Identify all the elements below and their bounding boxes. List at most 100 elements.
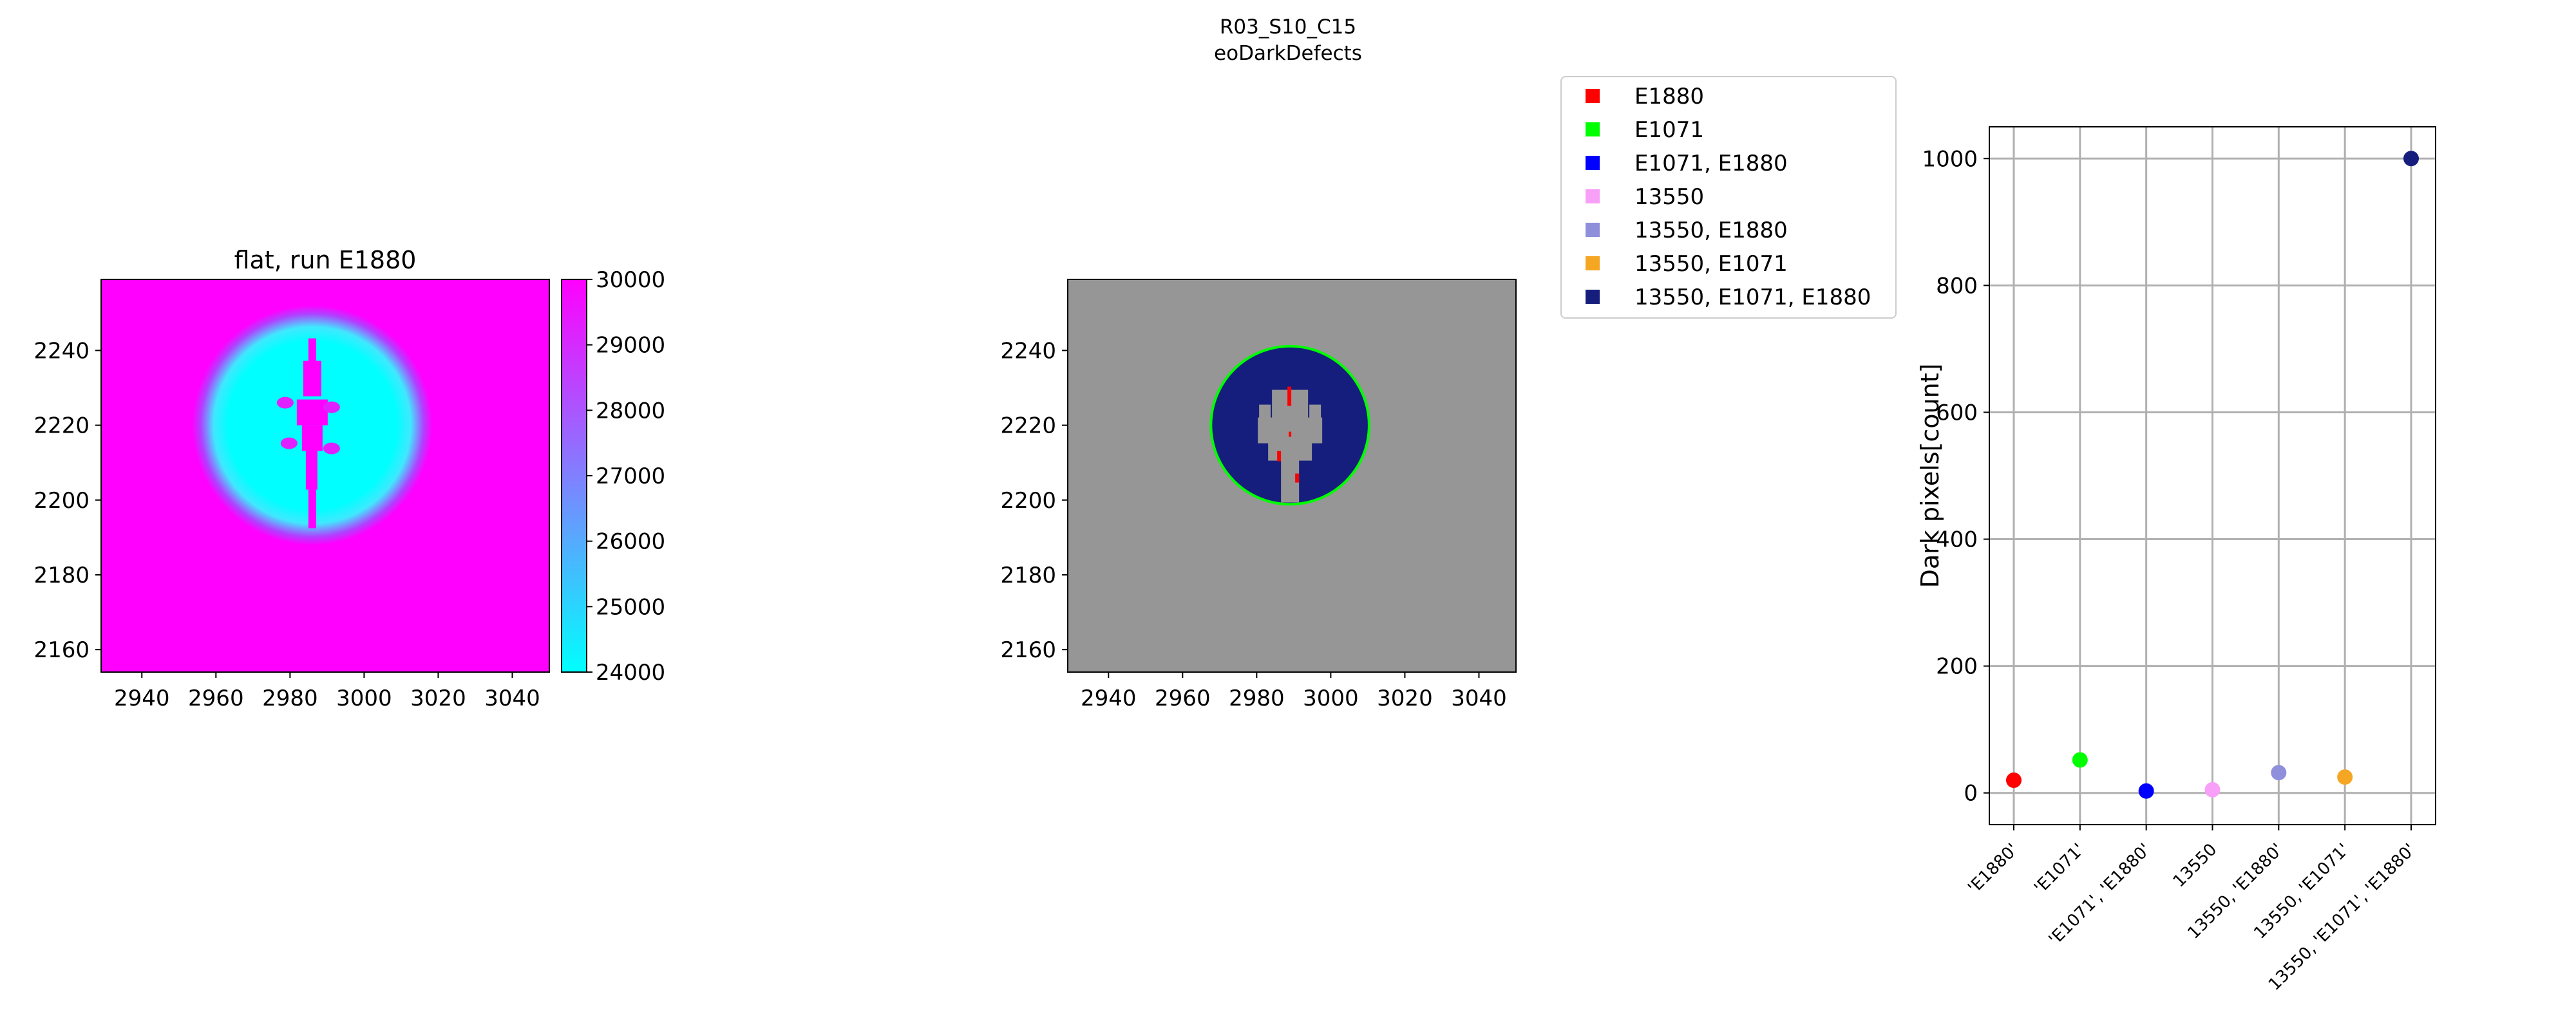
p2-y-tick-label: 2200 [1000,488,1056,514]
defect-map-y-axis: 2240 2220 2200 2180 2160 [1000,338,1068,663]
figure-title-line1: R03_S10_C15 [1220,15,1356,39]
legend-label: E1071, E1880 [1634,151,1788,176]
scatter-y-tick-label: 1000 [1922,146,1978,172]
scatter-x-tick-label: 'E1880' [1964,840,2022,898]
scatter-y-tick-label: 600 [1936,400,1978,426]
p1-y-tick-label: 2160 [33,637,90,663]
scatter-x-tick-label: 13550 [2170,840,2221,892]
p2-y-tick-label: 2220 [1000,413,1056,439]
legend-swatch [1586,189,1600,203]
legend-swatch [1586,156,1600,170]
legend-label: E1071 [1634,117,1704,143]
defect-pixel-e1880 [1277,451,1282,462]
scatter-points [2006,151,2419,799]
scatter-y-tick-label: 800 [1936,273,1978,299]
legend: E1880 E1071 E1071, E1880 13550 13550, E1880 1… [1560,76,1897,319]
defect-pixel-e1880 [1295,473,1300,483]
scatter-grid [1989,127,2436,825]
scatter-y-tick-label: 200 [1936,654,1978,680]
p2-y-tick-label: 2240 [1000,338,1056,364]
p2-x-tick-label: 3020 [1377,686,1433,711]
p2-y-tick-label: 2160 [1000,637,1056,663]
p2-x-tick-label: 2980 [1229,686,1285,711]
scatter-point [2271,765,2287,781]
legend-swatch [1586,290,1600,304]
streak-segment [308,489,316,529]
p1-x-tick-label: 3000 [336,686,392,711]
p2-y-tick-label: 2180 [1000,563,1056,588]
flat-spot [280,437,298,449]
p2-x-tick-label: 2940 [1081,686,1137,711]
p1-x-tick-label: 2940 [114,686,170,711]
scatter-y-axis: 0 200 400 600 800 1000 [1922,146,1989,807]
p1-y-tick-label: 2180 [33,563,90,588]
scatter-x-axis: 'E1880' 'E1071''E1071', 'E1880' 1355013550… [1964,825,2420,995]
scatter-y-label: Dark pixels[count] [1916,364,1944,588]
p1-x-tick-label: 3020 [410,686,466,711]
legend-label: 13550, E1880 [1634,218,1788,243]
p2-x-tick-label: 2960 [1155,686,1211,711]
p1-x-tick-label: 2980 [262,686,318,711]
legend-swatch [1586,89,1600,103]
streak-segment [301,425,323,451]
defect-map-clear-region [1309,404,1321,419]
p2-x-tick-label: 3000 [1303,686,1359,711]
p1-x-tick-label: 3040 [484,686,540,711]
scatter-y-tick-label: 0 [1964,781,1978,807]
scatter-point [2204,782,2221,798]
legend-label: 13550 [1634,184,1704,210]
colorbar-tick-label: 27000 [596,464,665,489]
p1-y-tick-label: 2220 [33,413,90,439]
defect-map-heatmap [1068,279,1516,672]
scatter-point [2072,752,2088,768]
scatter-point [2006,772,2022,789]
defect-map-x-axis: 2940 2960 2980 3000 3020 3040 [1081,672,1507,711]
legend-label: E1880 [1634,84,1704,109]
flat-spot [276,397,294,409]
legend-frame [1560,76,1897,319]
colorbar [561,279,587,673]
legend-swatch [1586,122,1600,136]
defect-map-frame [1067,279,1517,673]
colorbar-tick-label: 25000 [596,594,665,620]
colorbar-tick-label: 30000 [596,267,665,293]
legend-swatch [1586,223,1600,237]
defect-map-e1880-pixels [1277,386,1300,483]
p1-x-tick-label: 2960 [188,686,244,711]
streak-segment [305,451,317,490]
legend-swatch [1586,256,1600,270]
p1-y-tick-label: 2200 [33,488,90,514]
figure-title-line2: eoDarkDefects [1214,42,1362,65]
flat-image-panel: flat, run E1880 2940 2960 2980 3000 3020 3040… [33,246,665,711]
scatter-point [2403,151,2419,167]
scatter-point [2138,783,2154,799]
streak-segment [296,399,328,426]
flat-image-frame [100,279,550,673]
colorbar-axis: 30000 29000 28000 27000 26000 25000 24000 [587,267,665,686]
scatter-y-tick-label: 400 [1936,527,1978,553]
p2-x-tick-label: 3040 [1451,686,1507,711]
colorbar-tick-label: 28000 [596,398,665,424]
defect-map-clear-region [1258,417,1323,444]
colorbar-tick-label: 26000 [596,529,665,555]
defect-pixel-e1880 [1289,431,1292,437]
flat-image-y-axis: 2240 2220 2200 2180 2160 [33,338,101,663]
streak-segment [308,338,316,364]
flat-image-x-axis: 2940 2960 2980 3000 3020 3040 [114,672,540,711]
flat-image-streak [276,338,340,529]
colorbar-tick-label: 29000 [596,333,665,359]
streak-segment [303,360,321,397]
legend-label: 13550, E1071 [1634,251,1788,277]
flat-image-title: flat, run E1880 [234,246,417,274]
scatter-x-tick-label: 'E1071' [2031,840,2088,898]
defect-pixel-e1880 [1287,386,1292,406]
colorbar-tick-label: 24000 [596,660,665,686]
p1-y-tick-label: 2240 [33,338,90,364]
scatter-point [2337,769,2353,785]
flat-spot [323,401,340,413]
legend-label: 13550, E1071, E1880 [1634,285,1871,310]
defect-map-clear-region [1259,404,1271,419]
flat-spot [323,442,340,454]
